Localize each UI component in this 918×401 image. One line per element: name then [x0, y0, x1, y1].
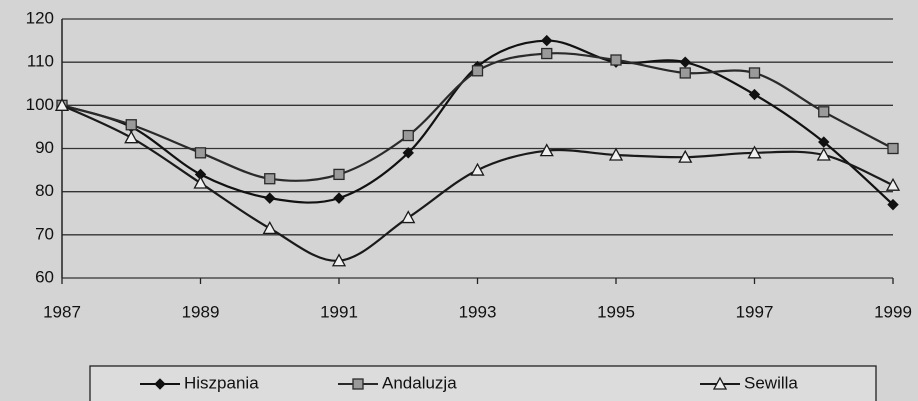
marker	[748, 88, 761, 101]
marker	[125, 119, 137, 131]
y-tick-label: 90	[35, 138, 54, 157]
marker	[679, 67, 691, 79]
marker	[610, 54, 622, 66]
legend-label: Hiszpania	[184, 373, 259, 392]
x-tick-label: 1987	[43, 302, 81, 321]
marker	[154, 378, 166, 390]
marker	[352, 378, 364, 390]
marker	[264, 192, 276, 204]
marker	[887, 142, 899, 155]
marker	[541, 47, 553, 60]
marker	[264, 173, 276, 185]
x-tick-label: 1991	[320, 302, 358, 321]
marker	[679, 56, 691, 68]
marker	[331, 253, 347, 267]
marker	[818, 106, 830, 118]
x-tick-label: 1997	[736, 302, 774, 321]
marker	[747, 145, 762, 159]
marker	[470, 162, 485, 176]
marker	[262, 221, 277, 235]
x-tick-label: 1999	[874, 302, 912, 321]
marker	[124, 130, 139, 144]
marker	[333, 168, 345, 181]
y-tick-label: 70	[35, 224, 54, 243]
marker	[539, 143, 554, 157]
marker	[608, 147, 624, 161]
marker	[194, 147, 207, 159]
marker	[887, 198, 899, 211]
marker	[678, 149, 693, 163]
legend-label: Andaluzja	[382, 373, 457, 392]
x-tick-label: 1993	[459, 302, 497, 321]
legend-label: Sewilla	[744, 373, 798, 392]
marker	[471, 65, 484, 77]
legend-box	[89, 365, 877, 401]
marker	[193, 175, 208, 189]
y-tick-label: 60	[35, 267, 54, 286]
y-tick-label: 110	[27, 52, 54, 71]
x-tick-label: 1995	[597, 302, 635, 321]
marker	[818, 136, 830, 148]
marker	[541, 34, 553, 47]
marker	[333, 192, 345, 204]
marker	[401, 210, 416, 224]
y-tick-label: 100	[26, 95, 54, 114]
marker	[816, 147, 831, 161]
marker	[748, 67, 761, 79]
marker	[885, 177, 901, 191]
marker	[712, 376, 728, 390]
marker	[402, 129, 414, 142]
marker	[54, 97, 70, 111]
y-tick-label: 80	[35, 181, 54, 200]
x-tick-label: 1989	[182, 302, 220, 321]
y-tick-label: 120	[26, 8, 54, 27]
marker	[402, 147, 414, 159]
